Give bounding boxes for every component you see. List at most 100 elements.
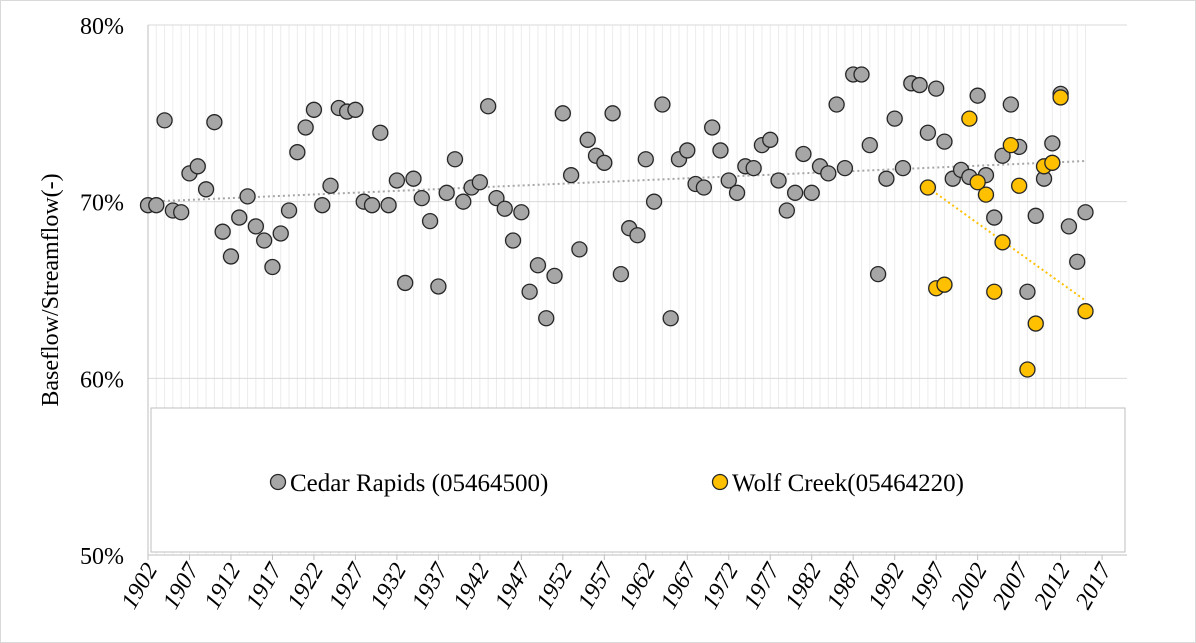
point bbox=[853, 66, 870, 83]
point bbox=[1069, 253, 1086, 270]
point bbox=[1077, 204, 1094, 221]
point bbox=[612, 265, 630, 283]
point bbox=[372, 124, 389, 141]
point bbox=[413, 189, 430, 207]
point bbox=[430, 278, 447, 295]
point bbox=[521, 283, 538, 300]
legend-label: Cedar Rapids (05464500) bbox=[290, 470, 548, 497]
y-tick-label: 70% bbox=[80, 191, 124, 217]
point bbox=[513, 204, 530, 221]
point bbox=[1052, 89, 1069, 106]
legend bbox=[150, 407, 1126, 553]
point bbox=[197, 181, 215, 198]
point bbox=[297, 119, 314, 136]
point bbox=[488, 189, 505, 207]
point bbox=[994, 147, 1011, 164]
point bbox=[546, 267, 563, 285]
legend-marker bbox=[269, 473, 287, 491]
point bbox=[189, 158, 206, 175]
y-tick-label: 50% bbox=[80, 544, 124, 570]
point bbox=[928, 80, 945, 97]
point bbox=[977, 186, 995, 203]
point bbox=[778, 202, 795, 219]
point bbox=[264, 258, 281, 276]
point bbox=[222, 248, 240, 265]
point bbox=[571, 241, 588, 258]
point bbox=[704, 119, 721, 136]
point bbox=[347, 101, 364, 118]
point bbox=[1010, 177, 1028, 194]
point bbox=[256, 232, 273, 249]
point bbox=[380, 197, 397, 214]
point bbox=[206, 114, 223, 131]
point bbox=[654, 96, 671, 113]
point bbox=[969, 174, 986, 191]
point bbox=[770, 172, 787, 189]
point bbox=[480, 98, 497, 115]
point bbox=[1044, 135, 1061, 152]
point bbox=[886, 110, 903, 127]
point bbox=[1019, 283, 1036, 300]
point bbox=[280, 202, 298, 219]
point bbox=[538, 310, 555, 327]
point bbox=[679, 142, 696, 159]
point bbox=[1027, 207, 1044, 224]
point bbox=[405, 170, 422, 187]
point bbox=[712, 142, 729, 159]
point bbox=[579, 131, 596, 148]
point bbox=[919, 124, 937, 141]
point bbox=[645, 193, 663, 210]
point bbox=[272, 225, 289, 242]
point bbox=[148, 197, 165, 214]
point bbox=[388, 172, 406, 189]
point bbox=[720, 172, 737, 189]
point bbox=[305, 101, 323, 118]
point bbox=[446, 151, 464, 168]
y-tick-label: 60% bbox=[80, 367, 124, 393]
point bbox=[289, 144, 306, 161]
point bbox=[795, 145, 812, 163]
point bbox=[156, 112, 173, 129]
point bbox=[455, 193, 472, 210]
point bbox=[438, 184, 455, 201]
point bbox=[239, 188, 256, 205]
point bbox=[421, 212, 439, 230]
point bbox=[803, 184, 820, 201]
y-axis-label: Baseflow/Streamflow(-) bbox=[38, 173, 64, 406]
point bbox=[471, 174, 489, 191]
point bbox=[554, 105, 571, 122]
point bbox=[596, 154, 613, 171]
point bbox=[728, 184, 746, 201]
point bbox=[961, 110, 978, 127]
point bbox=[629, 227, 646, 244]
point bbox=[986, 209, 1003, 226]
point bbox=[314, 197, 331, 214]
point bbox=[762, 131, 779, 148]
point bbox=[878, 170, 895, 187]
point bbox=[745, 159, 762, 177]
point bbox=[911, 76, 928, 94]
point bbox=[1044, 154, 1061, 171]
point bbox=[173, 204, 190, 221]
point bbox=[936, 133, 953, 150]
point bbox=[247, 218, 265, 235]
trend-line bbox=[147, 160, 1086, 203]
point bbox=[529, 257, 547, 274]
point bbox=[869, 265, 887, 283]
point bbox=[986, 283, 1003, 300]
point bbox=[1019, 361, 1036, 378]
legend-marker bbox=[711, 473, 729, 491]
point bbox=[1060, 218, 1078, 235]
point bbox=[836, 159, 854, 177]
legend-label: Wolf Creek(05464220) bbox=[732, 470, 964, 497]
point bbox=[363, 197, 381, 214]
point bbox=[662, 310, 679, 327]
point bbox=[894, 159, 912, 177]
y-tick-label: 80% bbox=[80, 14, 124, 40]
point bbox=[1077, 303, 1094, 320]
point bbox=[214, 223, 231, 240]
point bbox=[562, 167, 580, 184]
point bbox=[969, 87, 986, 104]
point bbox=[936, 276, 953, 293]
